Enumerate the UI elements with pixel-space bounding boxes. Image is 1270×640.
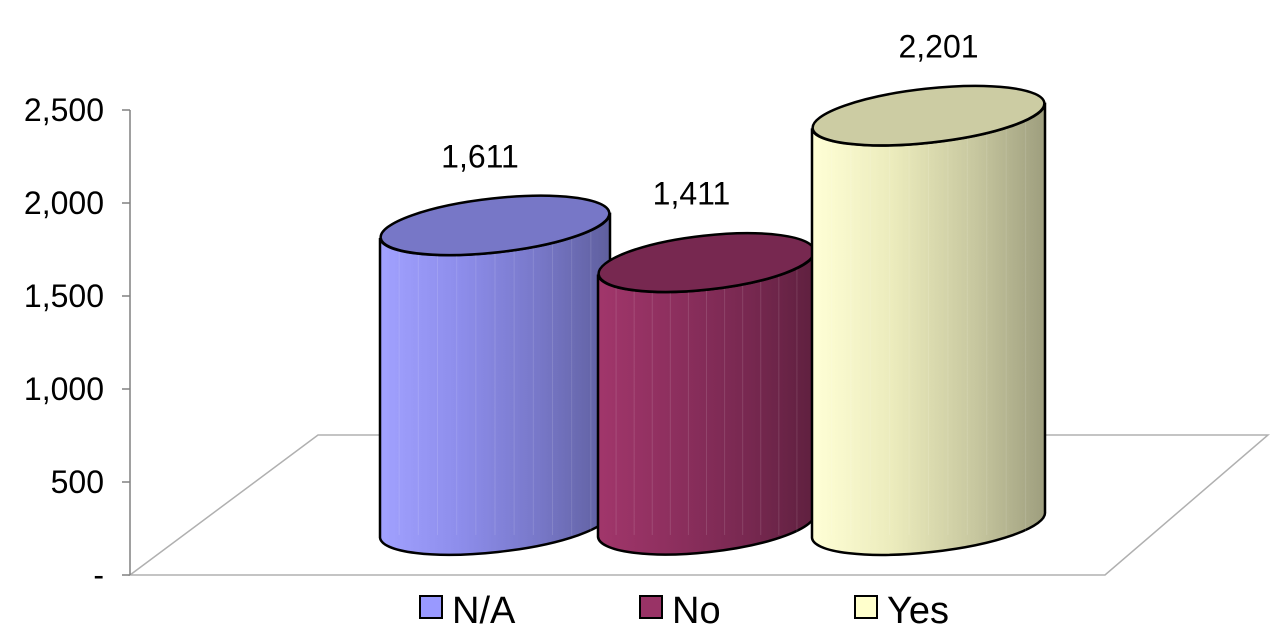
y-tick-label: 2,000 [24, 185, 104, 221]
y-tick-label: 1,000 [24, 371, 104, 407]
legend-label: No [672, 590, 721, 632]
bars [378, 84, 1047, 557]
legend-swatch [419, 595, 443, 619]
y-tick-label: 500 [51, 464, 104, 500]
legend-label: N/A [452, 590, 516, 632]
y-axis-ticks: - 500 1,000 1,500 2,000 2,500 [24, 92, 130, 593]
bar-no [596, 231, 817, 556]
data-labels: 1,611 1,411 2,201 [441, 29, 978, 212]
data-label: 2,201 [898, 29, 978, 65]
legend-label: Yes [887, 590, 949, 632]
chart-floor [127, 434, 1270, 576]
legend-swatch [639, 595, 663, 619]
y-tick-label: - [93, 557, 104, 593]
bar-na [378, 194, 612, 557]
cylinder-top [811, 84, 1046, 147]
legend: N/A No Yes [419, 590, 949, 632]
bar-yes [810, 84, 1047, 557]
y-tick-label: 2,500 [24, 92, 104, 128]
cylinder-top [379, 194, 611, 257]
data-label: 1,611 [441, 138, 519, 174]
legend-swatch [854, 595, 878, 619]
data-label: 1,411 [653, 176, 731, 212]
y-tick-label: 1,500 [24, 278, 104, 314]
